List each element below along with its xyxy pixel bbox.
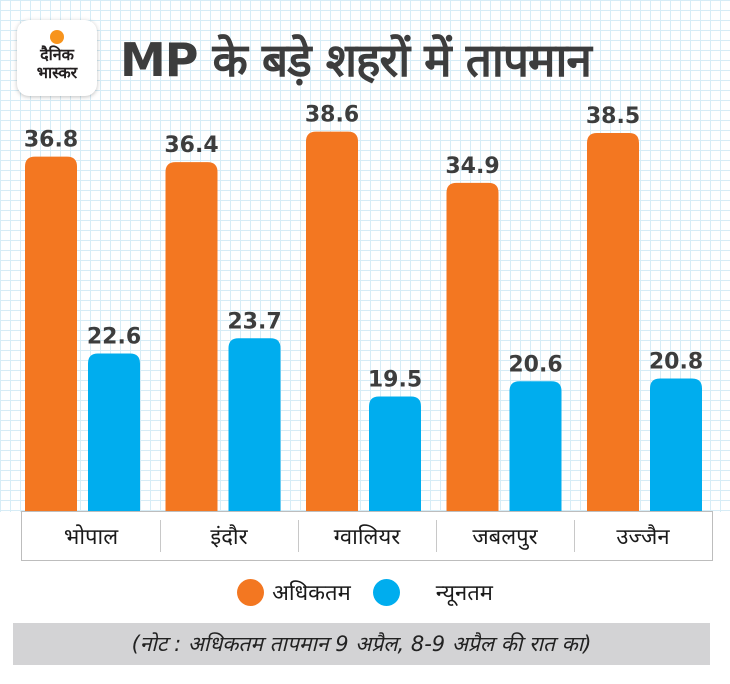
footnote: (नोट : अधिकतम तापमान 9 अप्रैल, 8-9 अप्रै… <box>13 623 710 665</box>
x-tick-label: ग्वालियर <box>298 512 436 560</box>
bar-value-label: 36.4 <box>164 133 218 158</box>
legend: अधिकतम न्यूनतम <box>0 572 730 612</box>
bar-max-temp <box>165 162 218 512</box>
bar-value-label: 36.8 <box>24 128 78 153</box>
bar-value-label: 38.5 <box>586 104 640 129</box>
bar-value-label: 20.8 <box>649 350 703 375</box>
sun-dot-icon <box>50 30 64 44</box>
logo-line1: दैनिक <box>40 45 74 64</box>
bar-value-label: 19.5 <box>368 368 422 393</box>
bar-min-temp <box>650 378 702 512</box>
bar-min-temp <box>88 353 140 512</box>
bar-max-temp <box>25 156 77 512</box>
bar-max-temp <box>587 133 639 512</box>
bar-min-temp <box>228 338 281 512</box>
bar-value-label: 20.6 <box>508 352 562 377</box>
legend-item-min: न्यूनतम <box>372 577 493 607</box>
x-tick-label: जबलपुर <box>436 512 574 560</box>
logo-line2: भास्कर <box>36 63 78 82</box>
bar-value-label: 22.6 <box>87 325 141 350</box>
x-axis: भोपाल इंदौर ग्वालियर जबलपुर उज्जैन <box>21 511 713 561</box>
legend-label-min: न्यूनतम <box>435 581 493 606</box>
legend-swatch-min <box>372 578 400 606</box>
bar-max-temp <box>446 182 499 512</box>
legend-swatch-max <box>237 578 265 606</box>
bar-value-label: 38.6 <box>305 103 359 128</box>
x-tick-label: उज्जैन <box>574 512 712 560</box>
bar-chart: 36.8 22.6 36.4 23.7 38.6 19.5 34.9 20.6 38.5 20.8 <box>24 103 703 512</box>
x-tick-label: इंदौर <box>160 512 298 560</box>
bar-min-temp <box>369 396 421 512</box>
bar-value-label: 34.9 <box>445 154 499 179</box>
dainik-bhaskar-logo: दैनिक भास्कर <box>17 20 97 96</box>
bar-min-temp <box>509 381 562 512</box>
bar-max-temp <box>306 131 358 512</box>
chart-title: MP के बड़े शहरों में तापमान <box>120 33 592 87</box>
legend-label-max: अधिकतम <box>272 581 351 606</box>
legend-item-max: अधिकतम <box>237 577 351 607</box>
x-tick-label: भोपाल <box>63 525 119 550</box>
bar-value-label: 23.7 <box>227 309 281 334</box>
